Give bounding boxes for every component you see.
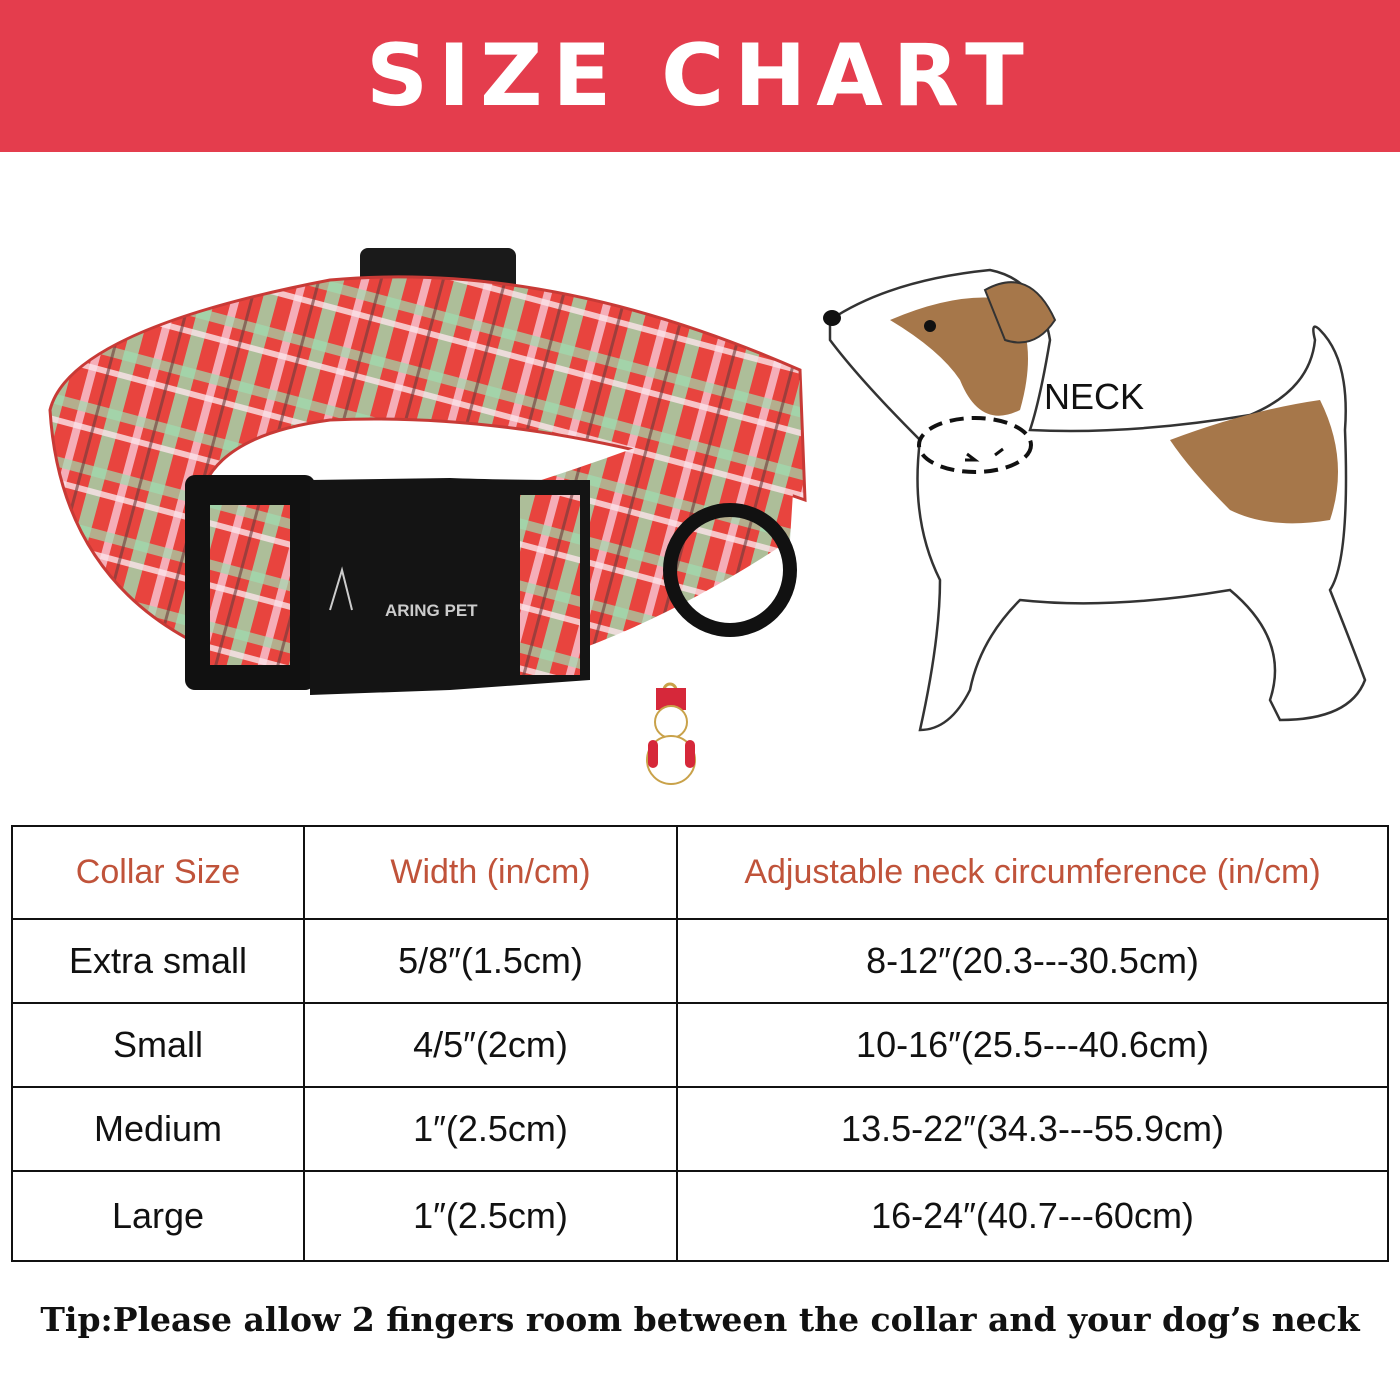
fit-tip: Tip:Please allow 2 fingers room between …	[40, 1300, 1360, 1339]
cell-neck: 16-24″(40.7---60cm)	[676, 1170, 1389, 1262]
table-row: Small 4/5″(2cm) 10-16″(25.5---40.6cm)	[11, 1002, 1389, 1088]
cell-width: 4/5″(2cm)	[303, 1002, 678, 1088]
cell-neck: 10-16″(25.5---40.6cm)	[676, 1002, 1389, 1088]
cell-neck: 13.5-22″(34.3---55.9cm)	[676, 1086, 1389, 1172]
neck-label: NECK	[1044, 376, 1145, 417]
snowman-charm-icon	[646, 688, 696, 785]
brand-logo: ARING PET	[385, 601, 478, 620]
cell-width: 1″(2.5cm)	[303, 1086, 678, 1172]
header-collar-size: Collar Size	[11, 825, 305, 920]
table-row: Extra small 5/8″(1.5cm) 8-12″(20.3---30.…	[11, 918, 1389, 1004]
cell-width: 1″(2.5cm)	[303, 1170, 678, 1262]
header-width: Width (in/cm)	[303, 825, 678, 920]
header-neck-circumference: Adjustable neck circumference (in/cm)	[676, 825, 1389, 920]
size-chart-table: Collar Size Width (in/cm) Adjustable nec…	[11, 825, 1389, 1262]
collar-image: ARING PET	[48, 248, 807, 785]
cell-size: Large	[11, 1170, 305, 1262]
cell-neck: 8-12″(20.3---30.5cm)	[676, 918, 1389, 1004]
cell-size: Small	[11, 1002, 305, 1088]
cell-width: 5/8″(1.5cm)	[303, 918, 678, 1004]
cell-size: Medium	[11, 1086, 305, 1172]
table-row: Large 1″(2.5cm) 16-24″(40.7---60cm)	[11, 1170, 1389, 1262]
table-row: Medium 1″(2.5cm) 13.5-22″(34.3---55.9cm)	[11, 1086, 1389, 1172]
dog-neck-diagram	[823, 268, 1367, 732]
cell-size: Extra small	[11, 918, 305, 1004]
table-header-row: Collar Size Width (in/cm) Adjustable nec…	[11, 825, 1389, 920]
page-title: SIZE CHART	[366, 26, 1034, 126]
title-banner: SIZE CHART	[0, 0, 1400, 152]
